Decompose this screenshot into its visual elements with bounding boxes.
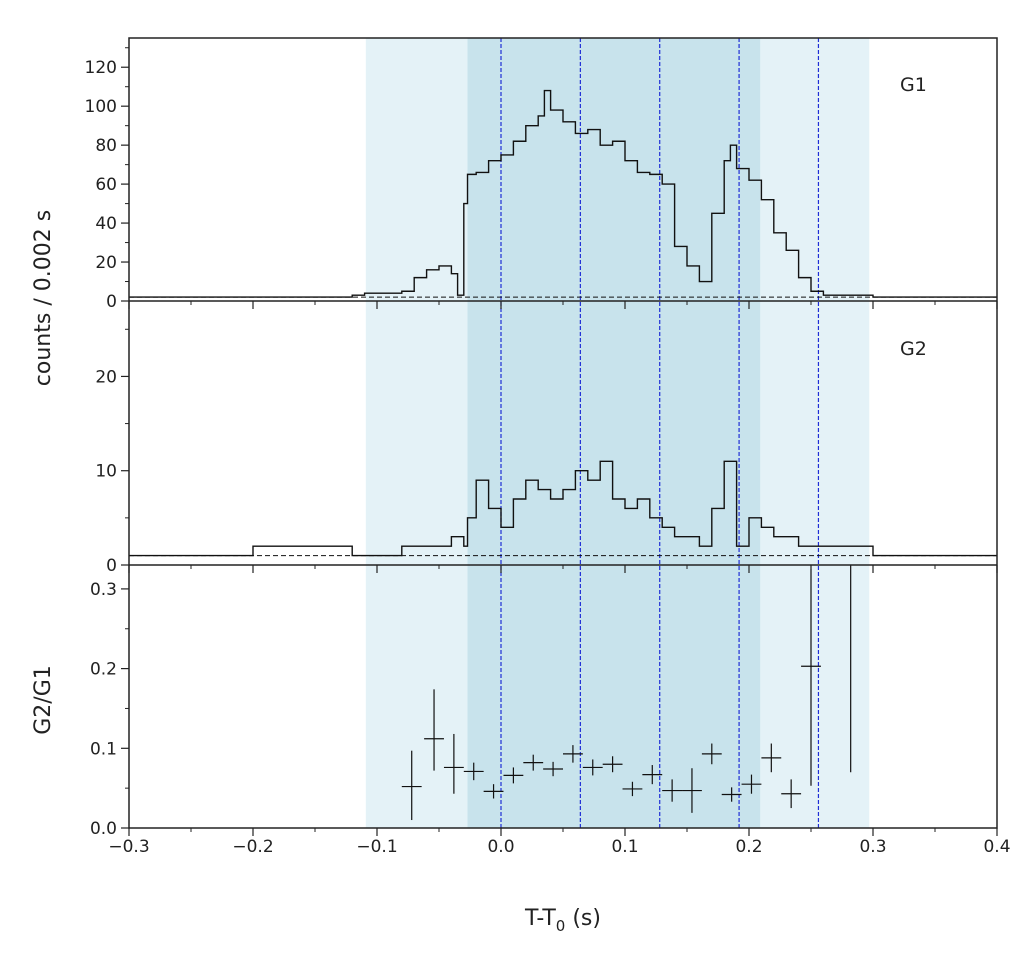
y-tick-label: 80 bbox=[95, 136, 117, 156]
y-tick-label: 20 bbox=[95, 253, 117, 273]
panel-g2: 0 10 20 bbox=[95, 328, 997, 576]
ratio-point-16 bbox=[721, 787, 742, 802]
x-axis: −0.3 −0.2 −0.1 0.0 0.1 0.2 0.3 0.4 bbox=[108, 301, 1011, 857]
y-tick-label: 0.2 bbox=[90, 660, 117, 680]
x-tick-label: 0.3 bbox=[859, 837, 886, 857]
ratio-point-8 bbox=[563, 745, 583, 763]
ratio-point-5 bbox=[503, 767, 524, 784]
y-tick-label: 100 bbox=[85, 97, 117, 117]
ratio-point-20 bbox=[801, 565, 821, 786]
x-tick-label: 0.4 bbox=[983, 837, 1010, 857]
ratio-point-12 bbox=[642, 765, 663, 785]
y-tick-label: 40 bbox=[95, 214, 117, 234]
inner-interval-band bbox=[467, 38, 761, 828]
ratio-point-2 bbox=[443, 733, 464, 794]
x-tick-label: 0.2 bbox=[735, 837, 762, 857]
ratio-point-13 bbox=[662, 779, 683, 802]
ratio-point-0 bbox=[401, 750, 422, 821]
ratio-point-14 bbox=[682, 768, 702, 813]
ratio-point-3 bbox=[463, 762, 484, 781]
x-axis-title-subscript: 0 bbox=[556, 917, 566, 935]
x-tick-label: −0.2 bbox=[232, 837, 273, 857]
ratio-point-6 bbox=[523, 754, 544, 771]
y-tick-label: 20 bbox=[95, 367, 117, 387]
panel-label-g1: G1 bbox=[900, 74, 927, 96]
ratio-point-9 bbox=[582, 759, 603, 776]
series-line-G2-0 bbox=[129, 460, 997, 557]
panel-g1: 0 20 40 60 80 100 120 bbox=[85, 47, 997, 312]
panel-label-g2: G2 bbox=[900, 338, 927, 360]
ratio-point-4 bbox=[483, 784, 504, 799]
shaded-intervals bbox=[365, 38, 870, 828]
y-tick-label: 60 bbox=[95, 175, 117, 195]
ratio-point-1 bbox=[424, 689, 444, 771]
y-axis-title-ratio: G2/G1 bbox=[31, 665, 56, 735]
y-tick-label: 10 bbox=[95, 462, 117, 482]
x-tick-label: 0.0 bbox=[487, 837, 514, 857]
plot-border bbox=[128, 37, 998, 829]
ratio-point-17 bbox=[741, 774, 762, 794]
x-axis-title-unit: (s) bbox=[565, 906, 601, 931]
y-tick-label: 0.0 bbox=[90, 819, 117, 839]
y-tick-label: 0.3 bbox=[90, 580, 117, 600]
x-tick-label: 0.1 bbox=[611, 837, 638, 857]
series-line-G1-0 bbox=[129, 89, 997, 298]
plot-frame bbox=[128, 37, 998, 829]
y-tick-label: 0.1 bbox=[90, 739, 117, 759]
ratio-point-18 bbox=[761, 743, 782, 773]
x-axis-title: T-T0 (s) bbox=[524, 906, 601, 935]
x-axis-title-main: T-T bbox=[524, 906, 556, 931]
ratio-point-10 bbox=[602, 756, 623, 773]
ratio-point-19 bbox=[781, 779, 802, 809]
x-tick-label: −0.3 bbox=[108, 837, 149, 857]
ratio-point-11 bbox=[622, 781, 643, 797]
ratio-point-15 bbox=[701, 743, 722, 765]
ratio-point-7 bbox=[543, 761, 563, 777]
y-tick-label: 120 bbox=[85, 58, 117, 78]
panel-ratio: 0.0 0.1 0.2 0.3 bbox=[90, 565, 852, 839]
y-tick-label: 0 bbox=[106, 292, 117, 312]
y-tick-label: 0 bbox=[106, 556, 117, 576]
y-axis-title-counts: counts / 0.002 s bbox=[31, 210, 56, 386]
x-tick-label: −0.1 bbox=[356, 837, 397, 857]
